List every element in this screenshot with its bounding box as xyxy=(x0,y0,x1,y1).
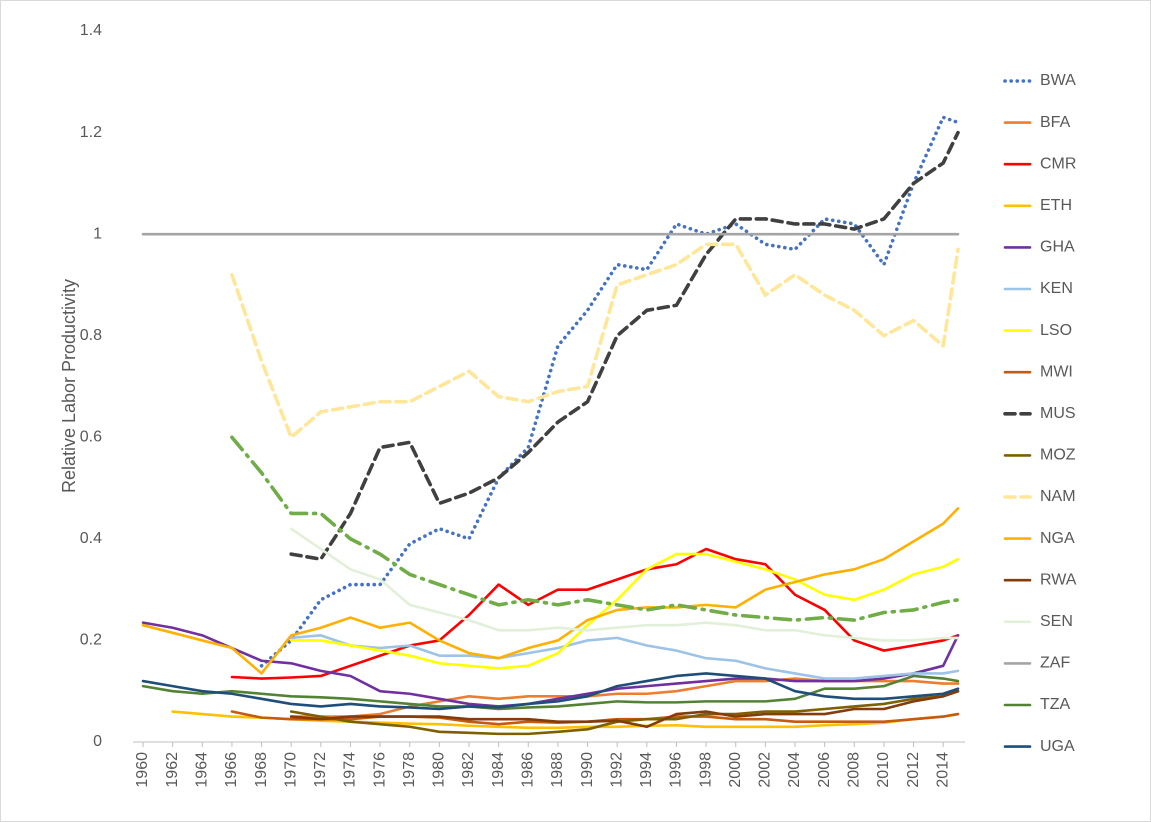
legend-label: MUS xyxy=(1040,405,1076,422)
x-tick-label: 1986 xyxy=(519,752,536,788)
y-axis-title: Relative Labor Productivity xyxy=(59,279,79,493)
series-line xyxy=(141,674,960,711)
y-tick-label: 0 xyxy=(93,733,102,750)
x-tick-label: 2006 xyxy=(816,752,833,788)
legend-label: RWA xyxy=(1040,571,1077,588)
x-tick-label: 2008 xyxy=(845,752,862,788)
series-line xyxy=(230,242,960,440)
legend-label: NGA xyxy=(1040,530,1075,547)
x-tick-label: 1998 xyxy=(697,752,714,788)
y-tick-label: 0.6 xyxy=(80,429,102,446)
legend-label: SEN xyxy=(1040,613,1073,630)
x-tick-label: 1988 xyxy=(549,752,566,788)
x-tick-label: 1978 xyxy=(401,752,418,788)
x-tick-label: 1970 xyxy=(282,752,299,788)
x-tick-label: 1994 xyxy=(638,752,655,788)
legend-label: CMR xyxy=(1040,155,1076,172)
x-tick-label: 1980 xyxy=(431,752,448,788)
series-line xyxy=(289,527,960,642)
legend-label: NAM xyxy=(1040,488,1076,505)
legend-label: UGA xyxy=(1040,738,1075,755)
legend-label: ETH xyxy=(1040,197,1072,214)
series-line xyxy=(289,689,960,736)
series-line xyxy=(259,115,960,668)
legend-label: ZAF xyxy=(1040,655,1070,672)
x-tick-label: 1974 xyxy=(342,752,359,788)
x-tick-label: 1976 xyxy=(371,752,388,788)
series-line xyxy=(289,689,960,729)
y-tick-label: 0.2 xyxy=(80,632,102,649)
y-tick-label: 1.4 xyxy=(80,22,102,39)
legend-label: MOZ xyxy=(1040,447,1076,464)
series-line xyxy=(141,507,960,675)
x-tick-label: 1996 xyxy=(668,752,685,788)
x-tick-label: 1990 xyxy=(579,752,596,788)
x-tick-label: 2002 xyxy=(757,752,774,788)
x-tick-label: 1982 xyxy=(460,752,477,788)
y-tick-label: 0.4 xyxy=(80,530,102,547)
y-tick-label: 0.8 xyxy=(80,327,102,344)
y-tick-label: 1 xyxy=(93,225,102,242)
series-line xyxy=(141,672,960,711)
x-tick-label: 1984 xyxy=(490,752,507,788)
y-tick-label: 1.2 xyxy=(80,124,102,141)
series-line xyxy=(289,130,960,561)
x-tick-label: 1962 xyxy=(164,752,181,788)
x-tick-label: 2004 xyxy=(786,752,803,788)
x-tick-label: 1966 xyxy=(223,752,240,788)
legend-label: GHA xyxy=(1040,239,1075,256)
series-line xyxy=(289,552,960,670)
legend-label: KEN xyxy=(1040,280,1073,297)
legend-label: BFA xyxy=(1040,114,1071,131)
series-line xyxy=(230,547,960,680)
x-tick-label: 1964 xyxy=(193,752,210,788)
series-line xyxy=(289,634,960,680)
x-tick-label: 1968 xyxy=(253,752,270,788)
x-tick-label: 1972 xyxy=(312,752,329,788)
legend-label: BWA xyxy=(1040,72,1076,89)
x-tick-label: 2014 xyxy=(934,752,951,788)
legend-label: TZA xyxy=(1040,696,1071,713)
x-tick-label: 2010 xyxy=(875,752,892,788)
x-tick-label: 1992 xyxy=(608,752,625,788)
x-tick-label: 2012 xyxy=(905,752,922,788)
series-line xyxy=(141,621,960,708)
x-tick-label: 2000 xyxy=(727,752,744,788)
x-tick-label: 1960 xyxy=(134,752,151,788)
legend-label: MWI xyxy=(1040,363,1073,380)
series-line xyxy=(230,435,960,622)
legend-label: LSO xyxy=(1040,322,1072,339)
